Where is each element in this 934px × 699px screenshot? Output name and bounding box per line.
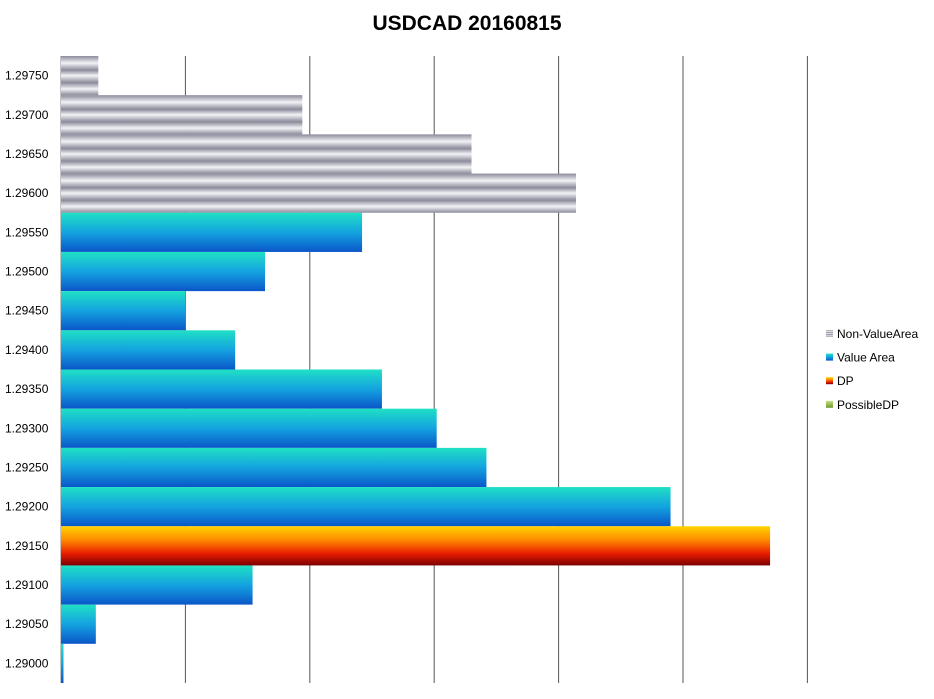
y-tick-label: 1.29750	[5, 69, 49, 83]
y-tick-label: 1.29500	[5, 265, 49, 279]
y-tick-label: 1.29300	[5, 421, 49, 435]
y-tick-label: 1.29100	[5, 578, 49, 592]
bar-value-area-1-29200	[61, 487, 671, 527]
bar-non-valuearea-1-29700	[61, 95, 303, 135]
legend-swatch-dp	[826, 377, 833, 385]
bar-value-area-1-29450	[61, 291, 186, 331]
legend-swatch-non-valuearea	[826, 330, 833, 337]
y-tick-label: 1.29150	[5, 539, 49, 553]
chart-title: USDCAD 20160815	[372, 12, 562, 35]
y-tick-label: 1.29200	[5, 500, 49, 514]
bar-value-area-1-29000	[61, 643, 64, 683]
bar-non-valuearea-1-29650	[61, 134, 472, 174]
legend-label-possibledp: PossibleDP	[837, 398, 899, 412]
legend-label-dp: DP	[837, 374, 854, 388]
bar-value-area-1-29550	[61, 212, 363, 252]
bar-value-area-1-29500	[61, 251, 266, 292]
legend-swatch-possibledp	[826, 400, 833, 408]
y-tick-label: 1.29000	[5, 656, 49, 670]
legend-label-value-area: Value Area	[837, 351, 895, 365]
bar-value-area-1-29300	[61, 408, 437, 448]
y-tick-label: 1.29250	[5, 460, 49, 474]
y-tick-label: 1.29650	[5, 147, 49, 161]
bar-non-valuearea-1-29750	[61, 56, 99, 96]
bar-value-area-1-29250	[61, 447, 487, 488]
bar-value-area-1-29100	[61, 565, 253, 605]
bar-dp-1-29150	[61, 526, 771, 566]
bar-value-area-1-29400	[61, 330, 236, 370]
y-tick-label: 1.29450	[5, 304, 49, 318]
y-tick-label: 1.29350	[5, 382, 49, 396]
legend-label-non-valuearea: Non-ValueArea	[837, 327, 918, 341]
y-tick-label: 1.29400	[5, 343, 49, 357]
y-tick-label: 1.29550	[5, 225, 49, 239]
bar-value-area-1-29350	[61, 369, 382, 409]
y-tick-label: 1.29700	[5, 108, 49, 122]
bar-non-valuearea-1-29600	[61, 173, 577, 213]
y-tick-label: 1.29600	[5, 186, 49, 200]
legend-swatch-value-area	[826, 353, 833, 361]
y-tick-label: 1.29050	[5, 617, 49, 631]
bar-value-area-1-29050	[61, 604, 96, 644]
